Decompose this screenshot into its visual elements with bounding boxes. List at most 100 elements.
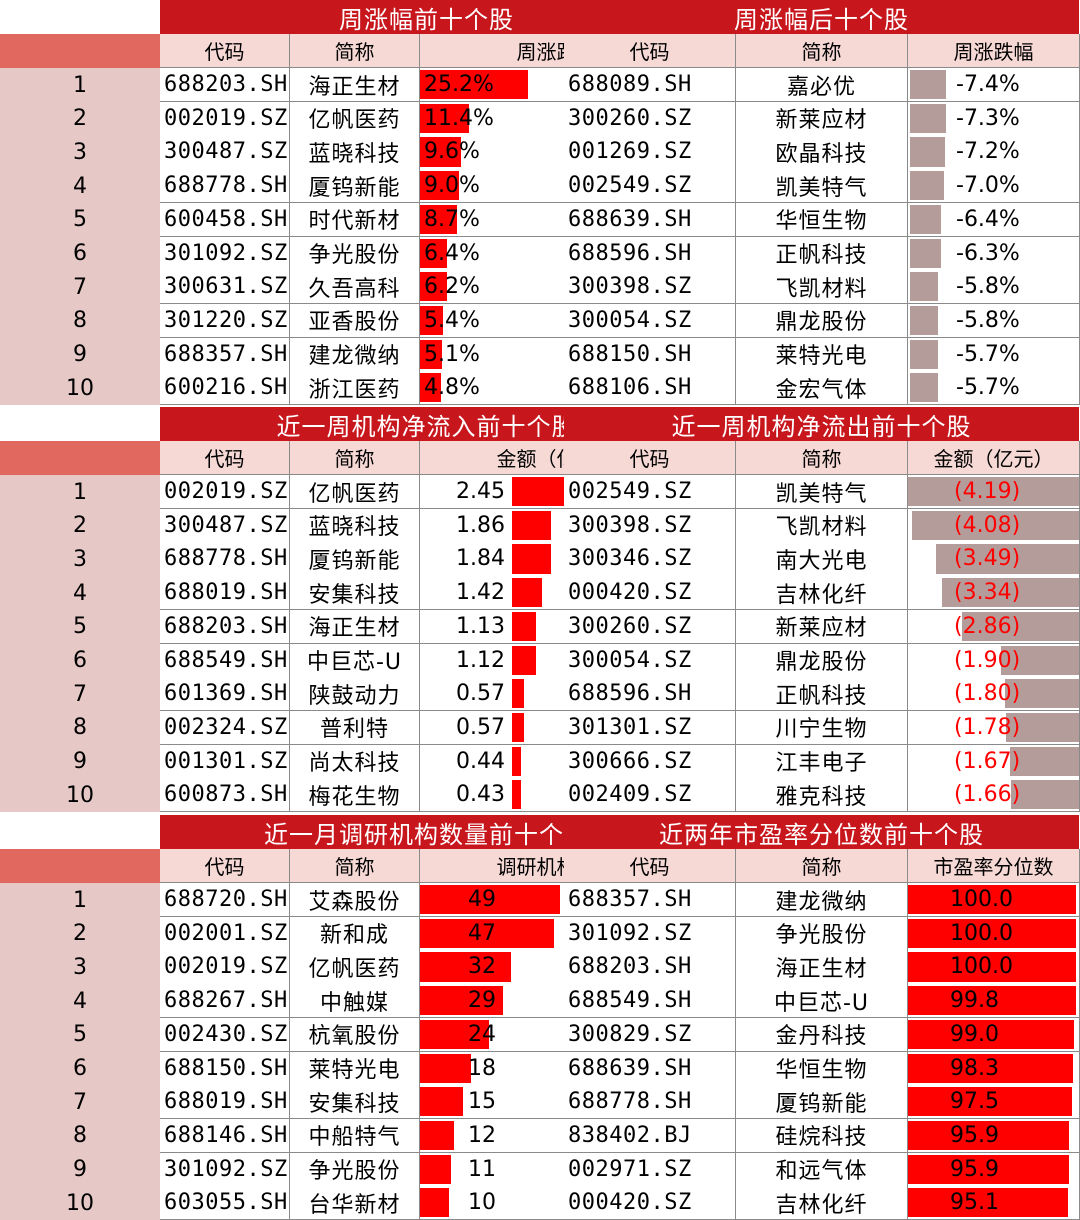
row-rank: 4 <box>0 169 160 204</box>
value-cell: (1.78) <box>908 710 1080 746</box>
data-bar <box>910 137 946 167</box>
value-cell: (4.19) <box>908 475 1080 510</box>
stock-code: 300398.SZ <box>564 270 736 305</box>
stock-name: 莱特光电 <box>290 1051 420 1086</box>
stock-code: 300054.SZ <box>564 643 736 678</box>
value-label: -5.8% <box>956 307 1020 333</box>
column-header: 简称 <box>736 849 908 883</box>
stock-code: 301301.SZ <box>564 710 736 746</box>
value-label: 97.5 <box>950 1089 999 1115</box>
value-cell: 95.1 <box>908 1186 1080 1220</box>
value-cell: -5.7% <box>908 371 1080 406</box>
stock-code: 688150.SH <box>564 337 736 372</box>
stock-code: 688106.SH <box>564 371 736 406</box>
data-bar <box>420 305 444 336</box>
value-cell: -7.0% <box>908 169 1080 204</box>
stock-code: 002409.SZ <box>564 778 736 813</box>
data-bar <box>512 746 522 776</box>
row-rank: 5 <box>0 202 160 237</box>
stock-code: 002019.SZ <box>160 475 290 510</box>
row-rank: 7 <box>0 1085 160 1120</box>
data-bar <box>908 918 1076 948</box>
stock-name: 蓝晓科技 <box>290 508 420 543</box>
column-header: 代码 <box>564 849 736 883</box>
data-bar <box>420 171 459 201</box>
column-header: 代码 <box>160 441 290 475</box>
stock-code: 300398.SZ <box>564 508 736 543</box>
data-bar <box>512 712 525 743</box>
data-bar <box>420 1120 455 1151</box>
stock-code: 301092.SZ <box>160 1152 290 1187</box>
stock-name: 建龙微纳 <box>290 337 420 372</box>
data-bar <box>420 137 462 167</box>
index-column-header <box>0 441 160 475</box>
data-bar <box>908 1019 1075 1049</box>
value-label: 5.4% <box>424 307 480 333</box>
row-rank: 5 <box>0 609 160 644</box>
value-label: 49 <box>468 887 496 913</box>
stock-name: 吉林化纤 <box>736 1186 908 1220</box>
value-label: 8.7% <box>424 206 480 232</box>
data-bar <box>420 986 503 1016</box>
value-label: 47 <box>468 920 496 946</box>
stock-code: 688089.SH <box>564 68 736 103</box>
data-bar <box>512 510 552 540</box>
stock-name: 厦钨新能 <box>290 169 420 204</box>
stock-code: 300260.SZ <box>564 609 736 644</box>
stock-code: 002019.SZ <box>160 101 290 136</box>
data-bar <box>910 204 942 234</box>
value-label: (3.49) <box>954 546 1021 572</box>
data-bar <box>512 780 522 810</box>
data-bar <box>1001 645 1079 675</box>
stock-name: 吉林化纤 <box>736 576 908 611</box>
column-header: 简称 <box>290 849 420 883</box>
stock-code: 688203.SH <box>564 950 736 985</box>
value-cell: 98.3 <box>908 1051 1080 1086</box>
value-label: 25.2% <box>424 72 494 98</box>
value-cell: 100.0 <box>908 883 1080 918</box>
column-header: 代码 <box>160 849 290 883</box>
stock-code: 688150.SH <box>160 1051 290 1086</box>
stock-name: 陕鼓动力 <box>290 677 420 712</box>
stock-code: 300260.SZ <box>564 101 736 136</box>
value-cell: 99.0 <box>908 1017 1080 1052</box>
value-label: 11.4% <box>424 105 494 131</box>
stock-name: 莱特光电 <box>736 337 908 372</box>
data-bar <box>1010 746 1079 776</box>
row-rank: 8 <box>0 303 160 339</box>
stock-code: 688596.SH <box>564 236 736 271</box>
stock-name: 建龙微纳 <box>736 883 908 918</box>
stock-code: 688639.SH <box>564 202 736 237</box>
row-rank: 9 <box>0 1152 160 1187</box>
column-header: 简称 <box>736 34 908 68</box>
value-label: 4.8% <box>424 375 480 401</box>
value-cell: -7.4% <box>908 68 1080 103</box>
row-rank: 10 <box>0 1186 160 1220</box>
stock-name: 亿帆医药 <box>290 950 420 985</box>
stock-code: 300487.SZ <box>160 135 290 170</box>
stock-code: 600458.SH <box>160 202 290 237</box>
value-label: 0.57 <box>456 714 505 740</box>
value-label: 9.6% <box>424 139 480 165</box>
stock-name: 普利特 <box>290 710 420 746</box>
value-label: -5.8% <box>956 274 1020 300</box>
stock-name: 争光股份 <box>290 236 420 271</box>
row-rank: 10 <box>0 371 160 406</box>
value-label: (3.34) <box>954 580 1021 606</box>
value-label: 1.42 <box>456 580 505 606</box>
stock-name: 凯美特气 <box>736 475 908 510</box>
stock-code: 001269.SZ <box>564 135 736 170</box>
stock-code: 301220.SZ <box>160 303 290 339</box>
stock-code: 301092.SZ <box>564 916 736 951</box>
stock-name: 鼎龙股份 <box>736 303 908 339</box>
value-label: 5.1% <box>424 341 480 367</box>
stock-name: 尚太科技 <box>290 744 420 779</box>
value-label: 32 <box>468 954 496 980</box>
stock-code: 600873.SH <box>160 778 290 813</box>
stock-name: 金丹科技 <box>736 1017 908 1052</box>
row-rank: 6 <box>0 1051 160 1086</box>
stock-name: 新莱应材 <box>736 101 908 136</box>
row-rank: 4 <box>0 576 160 611</box>
data-bar <box>910 272 939 302</box>
data-bar <box>420 1087 463 1117</box>
